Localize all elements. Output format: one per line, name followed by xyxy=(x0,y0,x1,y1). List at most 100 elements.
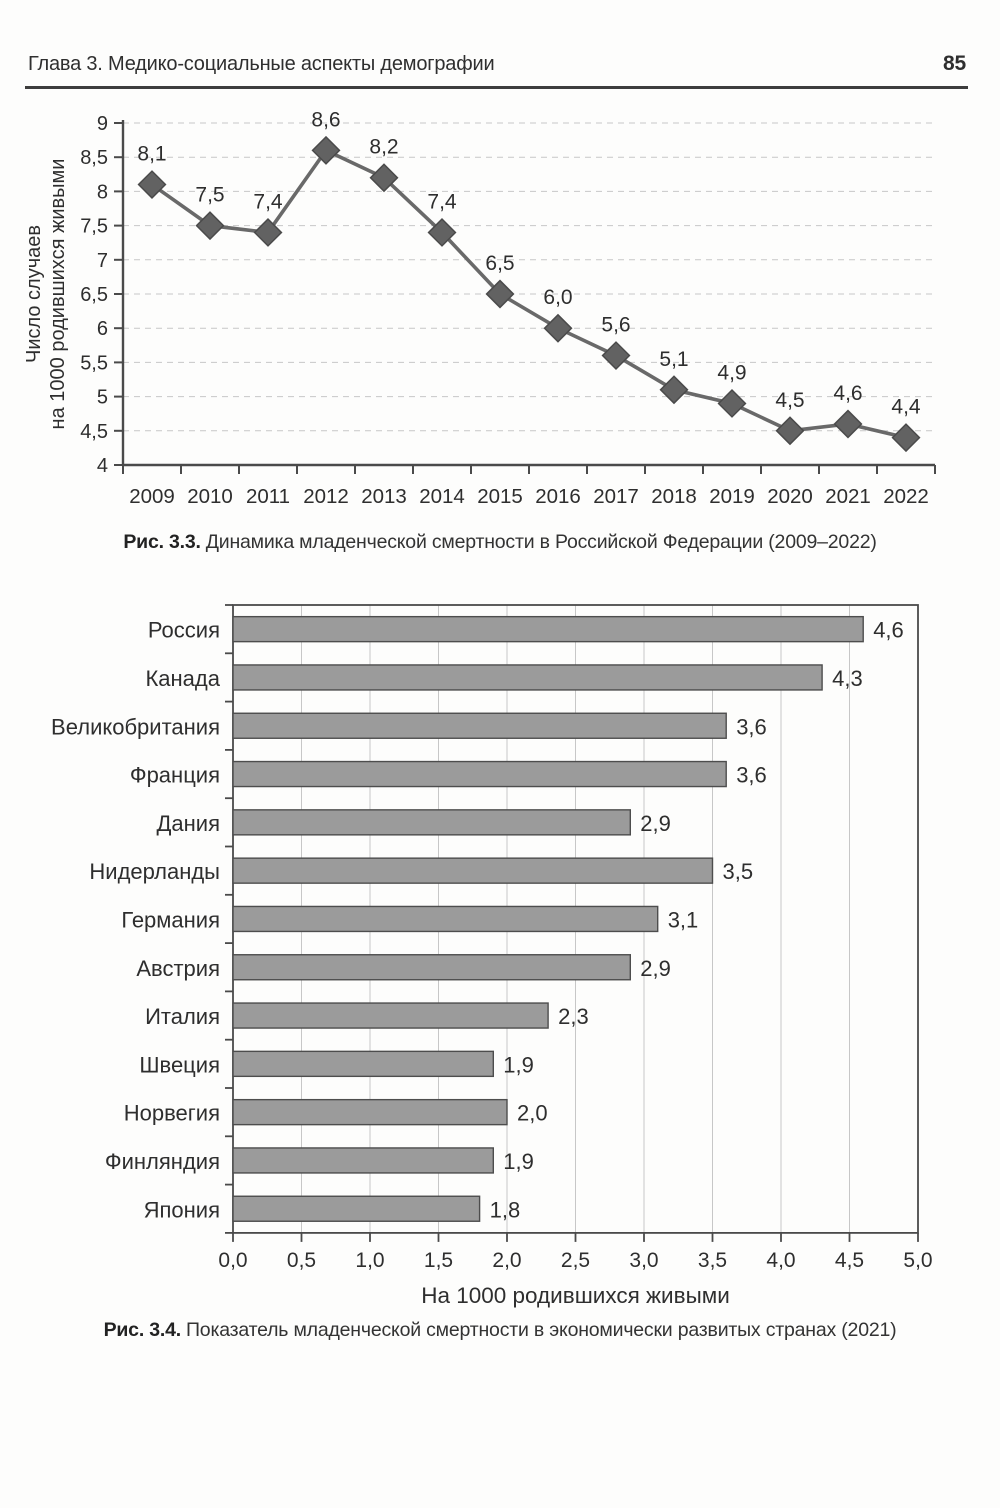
bar-value-label: 3,6 xyxy=(736,714,767,739)
x-axis-tick-label: 2019 xyxy=(709,485,755,508)
data-point-marker xyxy=(775,416,805,446)
bar-value-label: 2,0 xyxy=(517,1101,548,1126)
data-point-label: 8,6 xyxy=(311,108,340,131)
bar xyxy=(232,1147,494,1174)
category-label: Великобритания xyxy=(51,714,220,739)
x-axis-tick-label: 4,0 xyxy=(766,1249,795,1272)
x-axis-tick-label: 2010 xyxy=(187,485,233,508)
running-head: Глава 3. Медико-социальные аспекты демог… xyxy=(28,52,966,76)
x-axis-tick-label: 1,0 xyxy=(355,1249,384,1272)
category-label: Нидерланды xyxy=(89,859,220,884)
data-point-marker xyxy=(485,279,515,309)
category-label: Финляндия xyxy=(105,1149,220,1174)
x-axis-tick-label: 2017 xyxy=(593,485,639,508)
data-point-label: 4,4 xyxy=(891,396,921,419)
category-label: Россия xyxy=(148,618,220,643)
y-axis-tick-label: 8,5 xyxy=(80,147,108,169)
x-axis-tick-label: 2013 xyxy=(361,485,407,508)
data-point-marker xyxy=(543,313,573,343)
page-number: 85 xyxy=(943,52,966,75)
x-axis-tick-label: 0,5 xyxy=(287,1249,316,1272)
bar-value-label: 1,9 xyxy=(503,1149,534,1174)
data-point-marker xyxy=(833,409,863,439)
bar xyxy=(232,712,727,739)
data-point-marker xyxy=(253,217,283,247)
figure-3-3-caption-label: Рис. 3.3. xyxy=(123,531,201,553)
bar-value-label: 1,8 xyxy=(490,1197,521,1222)
bar xyxy=(232,1050,494,1078)
data-point-marker xyxy=(717,388,747,418)
bar-value-label: 3,6 xyxy=(736,763,767,788)
category-label: Япония xyxy=(144,1197,220,1222)
x-axis-tick-label: 2014 xyxy=(419,485,465,508)
x-axis-tick-label: 1,5 xyxy=(424,1249,453,1272)
y-axis-title-line1: Число случаев xyxy=(23,225,45,363)
data-point-marker xyxy=(137,170,167,200)
bar-value-label: 3,5 xyxy=(723,859,754,884)
data-point-marker xyxy=(601,341,631,371)
x-axis-tick-label: 2012 xyxy=(303,485,349,508)
figure-3-4-caption: Рис. 3.4. Показатель младенческой смертно… xyxy=(0,1319,1000,1342)
bar-value-label: 1,9 xyxy=(503,1052,534,1077)
bar-value-label: 3,1 xyxy=(668,907,699,932)
category-label: Швеция xyxy=(139,1052,220,1077)
line-chart-infant-mortality-rf: 4 4,5 5 5,5 6 6,5 7 7,5 8 8,5 9 2009 2010 2011 2012 201… xyxy=(23,108,936,508)
x-axis-tick-label: 2022 xyxy=(883,485,929,508)
x-axis-tick-label: 2016 xyxy=(535,485,581,508)
category-label: Франция xyxy=(130,763,220,788)
bar-value-label: 2,3 xyxy=(558,1004,589,1029)
bar xyxy=(232,1002,549,1029)
category-label: Канада xyxy=(145,666,220,691)
data-point-label: 6,0 xyxy=(543,286,572,309)
data-point-label: 5,6 xyxy=(601,314,630,337)
data-point-marker xyxy=(369,163,399,193)
data-point-marker xyxy=(195,211,225,241)
x-axis-tick-label: 2021 xyxy=(825,485,871,508)
y-axis-tick-label: 6,5 xyxy=(80,284,108,306)
x-axis-tick-label: 3,0 xyxy=(629,1249,658,1272)
bar xyxy=(232,1098,508,1126)
data-point-label: 4,6 xyxy=(833,382,862,405)
figure-3-4-caption-label: Рис. 3.4. xyxy=(103,1319,182,1341)
figure-3-4-caption-text: Показатель младенческой смертности в эко… xyxy=(185,1319,897,1341)
chapter-title: Глава 3. Медико-социальные аспекты демог… xyxy=(28,53,495,75)
figure-3-3-caption: Рис. 3.3. Динамика младенческой смертност… xyxy=(0,531,1000,554)
category-label: Австрия xyxy=(136,956,220,981)
x-axis-tick-label: 2,5 xyxy=(561,1249,590,1272)
y-axis-tick-label: 5 xyxy=(97,387,108,409)
x-axis-tick-label: 4,5 xyxy=(835,1249,864,1272)
data-point-label: 8,2 xyxy=(369,136,398,159)
y-axis-tick-label: 7,5 xyxy=(80,216,108,238)
data-point-label: 7,4 xyxy=(253,190,283,213)
category-label: Италия xyxy=(145,1004,220,1029)
category-label: Норвегия xyxy=(124,1101,220,1126)
bar-value-label: 4,6 xyxy=(873,618,904,643)
x-axis-title: На 1000 родившихся живыми xyxy=(421,1283,730,1308)
bar xyxy=(232,954,631,981)
x-axis-tick-label: 2020 xyxy=(767,485,813,508)
bar xyxy=(232,857,714,884)
data-point-label: 7,5 xyxy=(195,184,224,207)
data-point-label: 6,5 xyxy=(485,252,514,275)
data-point-label: 4,9 xyxy=(717,361,746,384)
bar xyxy=(232,809,631,836)
y-axis-tick-label: 8 xyxy=(97,181,108,203)
data-point-label: 4,5 xyxy=(775,389,804,412)
figure-3-3-caption-text: Динамика младенческой смертности в Росси… xyxy=(205,531,877,553)
bar-value-label: 2,9 xyxy=(640,811,671,836)
x-axis-tick-label: 2018 xyxy=(651,485,697,508)
data-point-marker xyxy=(311,135,341,165)
data-point-marker xyxy=(891,423,921,453)
bar xyxy=(232,615,864,643)
bar-chart-infant-mortality-countries: 4,6 Россия 4,3 Канада 3,6 Великобритания 3,6 Фр… xyxy=(51,604,933,1308)
data-point-marker xyxy=(427,217,457,247)
bar xyxy=(232,905,659,933)
y-axis-tick-label: 5,5 xyxy=(80,352,108,374)
bar-value-label: 2,9 xyxy=(640,956,671,981)
data-point-label: 7,4 xyxy=(427,190,457,213)
bar-value-label: 4,3 xyxy=(832,666,863,691)
bar xyxy=(232,1195,481,1222)
bar xyxy=(232,760,727,788)
y-axis-tick-label: 4,5 xyxy=(80,421,108,443)
x-axis-tick-label: 3,5 xyxy=(698,1249,727,1272)
